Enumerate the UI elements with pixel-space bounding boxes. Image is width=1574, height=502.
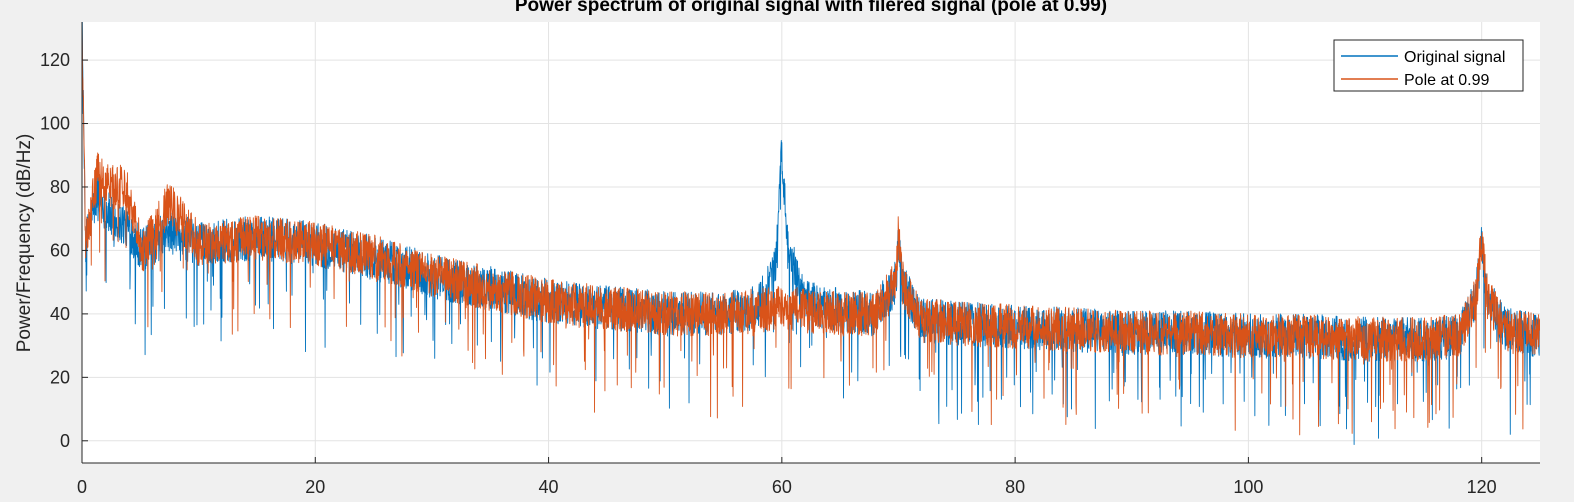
y-tick-label: 0 — [60, 431, 70, 451]
x-tick-label: 80 — [1005, 477, 1025, 497]
y-tick-label: 60 — [50, 240, 70, 260]
x-tick-label: 60 — [772, 477, 792, 497]
y-tick-label: 80 — [50, 177, 70, 197]
legend-label-original-signal: Original signal — [1404, 49, 1505, 66]
y-tick-label: 40 — [50, 304, 70, 324]
x-tick-label: 100 — [1233, 477, 1263, 497]
y-axis-label: Power/Frequency (dB/Hz) — [14, 134, 35, 353]
x-tick-label: 20 — [305, 477, 325, 497]
y-tick-label: 100 — [40, 114, 70, 134]
series-layer — [82, 22, 1540, 445]
y-tick-label: 120 — [40, 50, 70, 70]
y-tick-label: 20 — [50, 367, 70, 387]
tick-labels: 0 20 40 60 80 100 120 0 20 40 60 80 100 120 — [40, 50, 1497, 497]
legend[interactable]: Original signal Pole at 0.99 — [1333, 39, 1524, 92]
x-tick-label: 40 — [539, 477, 559, 497]
legend-box — [1333, 39, 1524, 92]
series-line-pole-at-0-99 — [82, 22, 1540, 436]
legend-label-pole-at-0-99: Pole at 0.99 — [1404, 72, 1490, 89]
x-tick-label: 120 — [1467, 477, 1497, 497]
axes — [81, 22, 1540, 464]
x-tick-label: 0 — [77, 477, 87, 497]
chart-title: Power spectrum of original signal with f… — [514, 0, 1108, 16]
